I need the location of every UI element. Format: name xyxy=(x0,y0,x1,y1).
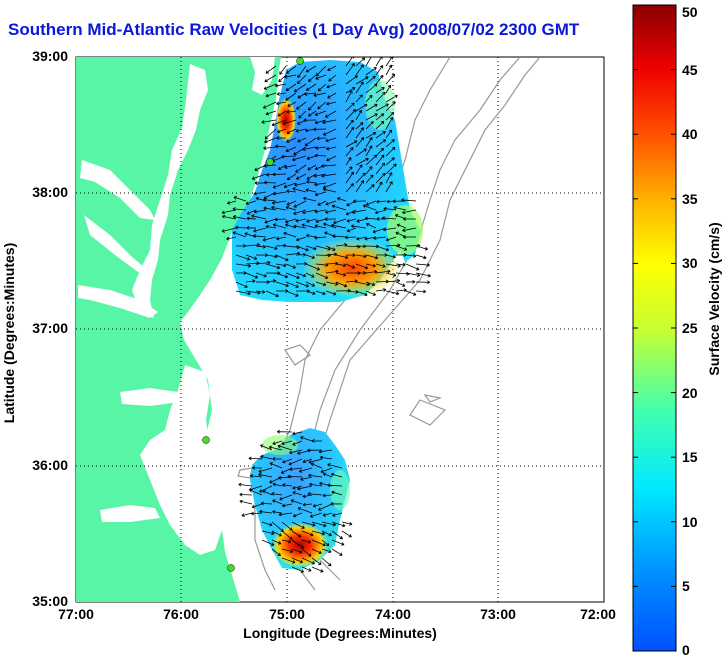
delaware-bay xyxy=(250,57,275,95)
x-tick-label: 74:00 xyxy=(375,606,411,622)
y-tick-label: 39:00 xyxy=(32,48,68,64)
x-tick-label: 76:00 xyxy=(163,606,199,622)
potomac-river xyxy=(80,160,155,220)
rappahannock-river xyxy=(84,215,145,272)
colorbar-tick-label: 25 xyxy=(682,320,698,336)
velocity-green-south-2 xyxy=(330,470,350,510)
colorbar xyxy=(632,4,677,652)
station-marker xyxy=(202,436,210,444)
colorbar-tick-label: 45 xyxy=(682,61,698,78)
colorbar-tick-label: 35 xyxy=(682,190,698,207)
colorbar-label: Surface Velocity (cm/s) xyxy=(706,222,722,376)
velocity-hotspot-south xyxy=(272,523,328,567)
station-marker xyxy=(227,564,235,572)
x-axis-label: Longitude (Degrees:Minutes) xyxy=(243,625,437,641)
x-tick-label: 72:00 xyxy=(580,606,616,622)
pamlico-sound xyxy=(140,365,222,555)
colorbar-tick-label: 20 xyxy=(682,384,698,401)
velocity-green-north-2 xyxy=(365,80,395,130)
velocity-vectors xyxy=(221,57,431,573)
velocity-field-south xyxy=(250,428,350,570)
y-tick-label: 37:00 xyxy=(32,320,68,336)
colorbar-tick-label: 10 xyxy=(682,513,698,530)
colorbar-tick-label: 0 xyxy=(682,642,690,658)
station-marker xyxy=(296,57,304,65)
colorbar-tick-label: 15 xyxy=(682,449,698,466)
y-tick-label: 35:00 xyxy=(32,593,68,609)
colorbar-tick-label: 5 xyxy=(682,578,690,595)
neuse-river xyxy=(100,505,160,522)
colorbar-tick-label: 50 xyxy=(682,4,698,20)
y-tick-label: 36:00 xyxy=(32,457,68,473)
x-tick-label: 75:00 xyxy=(269,606,305,622)
albemarle-sound xyxy=(120,388,180,406)
map-title: Southern Mid-Atlantic Raw Velocities (1 … xyxy=(8,20,580,39)
station-marker xyxy=(266,158,274,166)
x-tick-label: 77:00 xyxy=(58,606,94,622)
radar-stations xyxy=(202,57,304,572)
colorbar-tick-label: 30 xyxy=(682,255,698,272)
colorbar-tick-label: 40 xyxy=(682,126,698,143)
y-tick-label: 38:00 xyxy=(32,184,68,200)
james-river xyxy=(78,285,158,318)
x-tick-label: 73:00 xyxy=(480,606,516,622)
y-axis-label: Latitude (Degrees:Minutes) xyxy=(1,242,17,424)
chesapeake-bay xyxy=(132,64,208,318)
colorbar-ticks xyxy=(633,4,676,652)
